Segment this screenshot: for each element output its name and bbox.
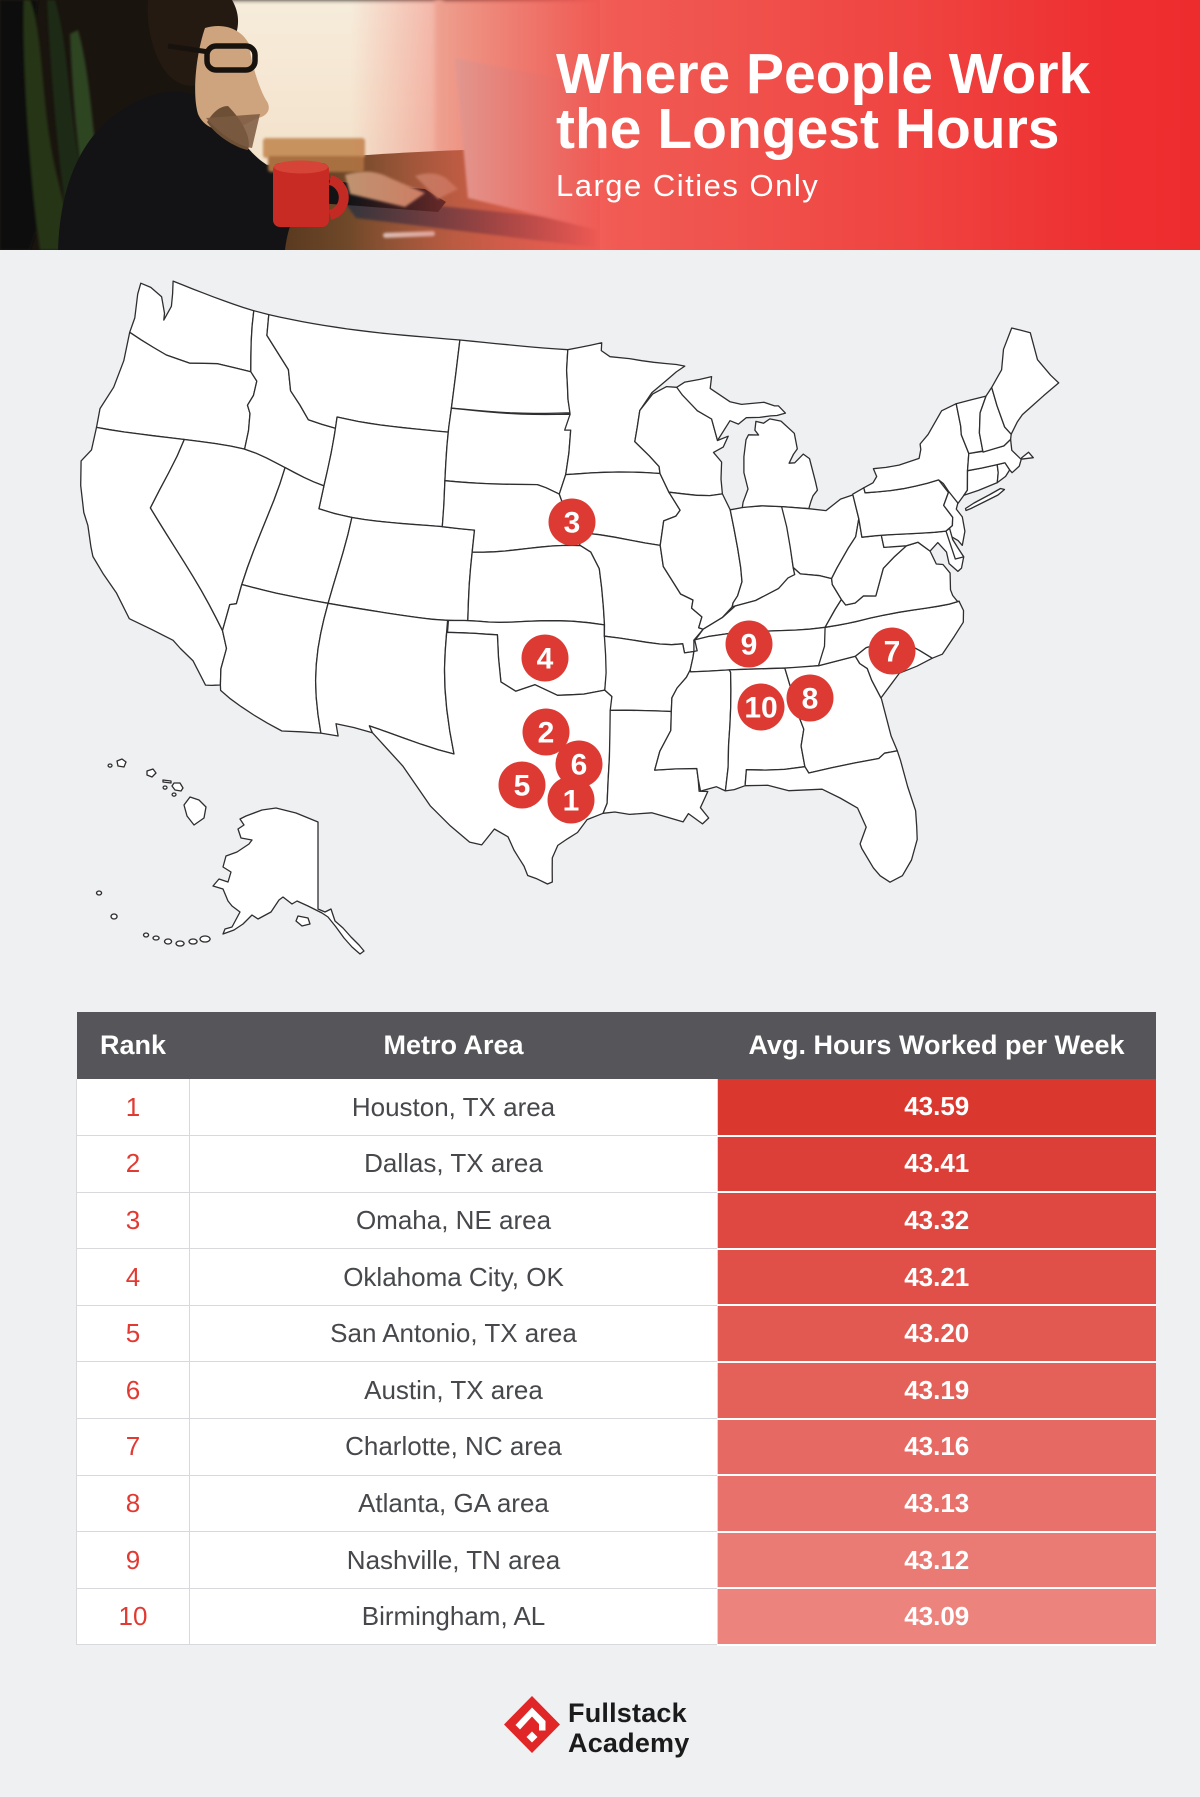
svg-text:5: 5 [514,770,531,803]
svg-text:2: 2 [538,717,555,750]
svg-text:6: 6 [571,749,588,782]
svg-text:7: 7 [884,636,901,669]
svg-text:4: 4 [537,643,554,676]
svg-text:9: 9 [741,629,758,662]
svg-text:3: 3 [564,507,581,540]
svg-text:1: 1 [563,785,580,818]
svg-text:10: 10 [744,692,777,725]
svg-text:8: 8 [802,683,819,716]
